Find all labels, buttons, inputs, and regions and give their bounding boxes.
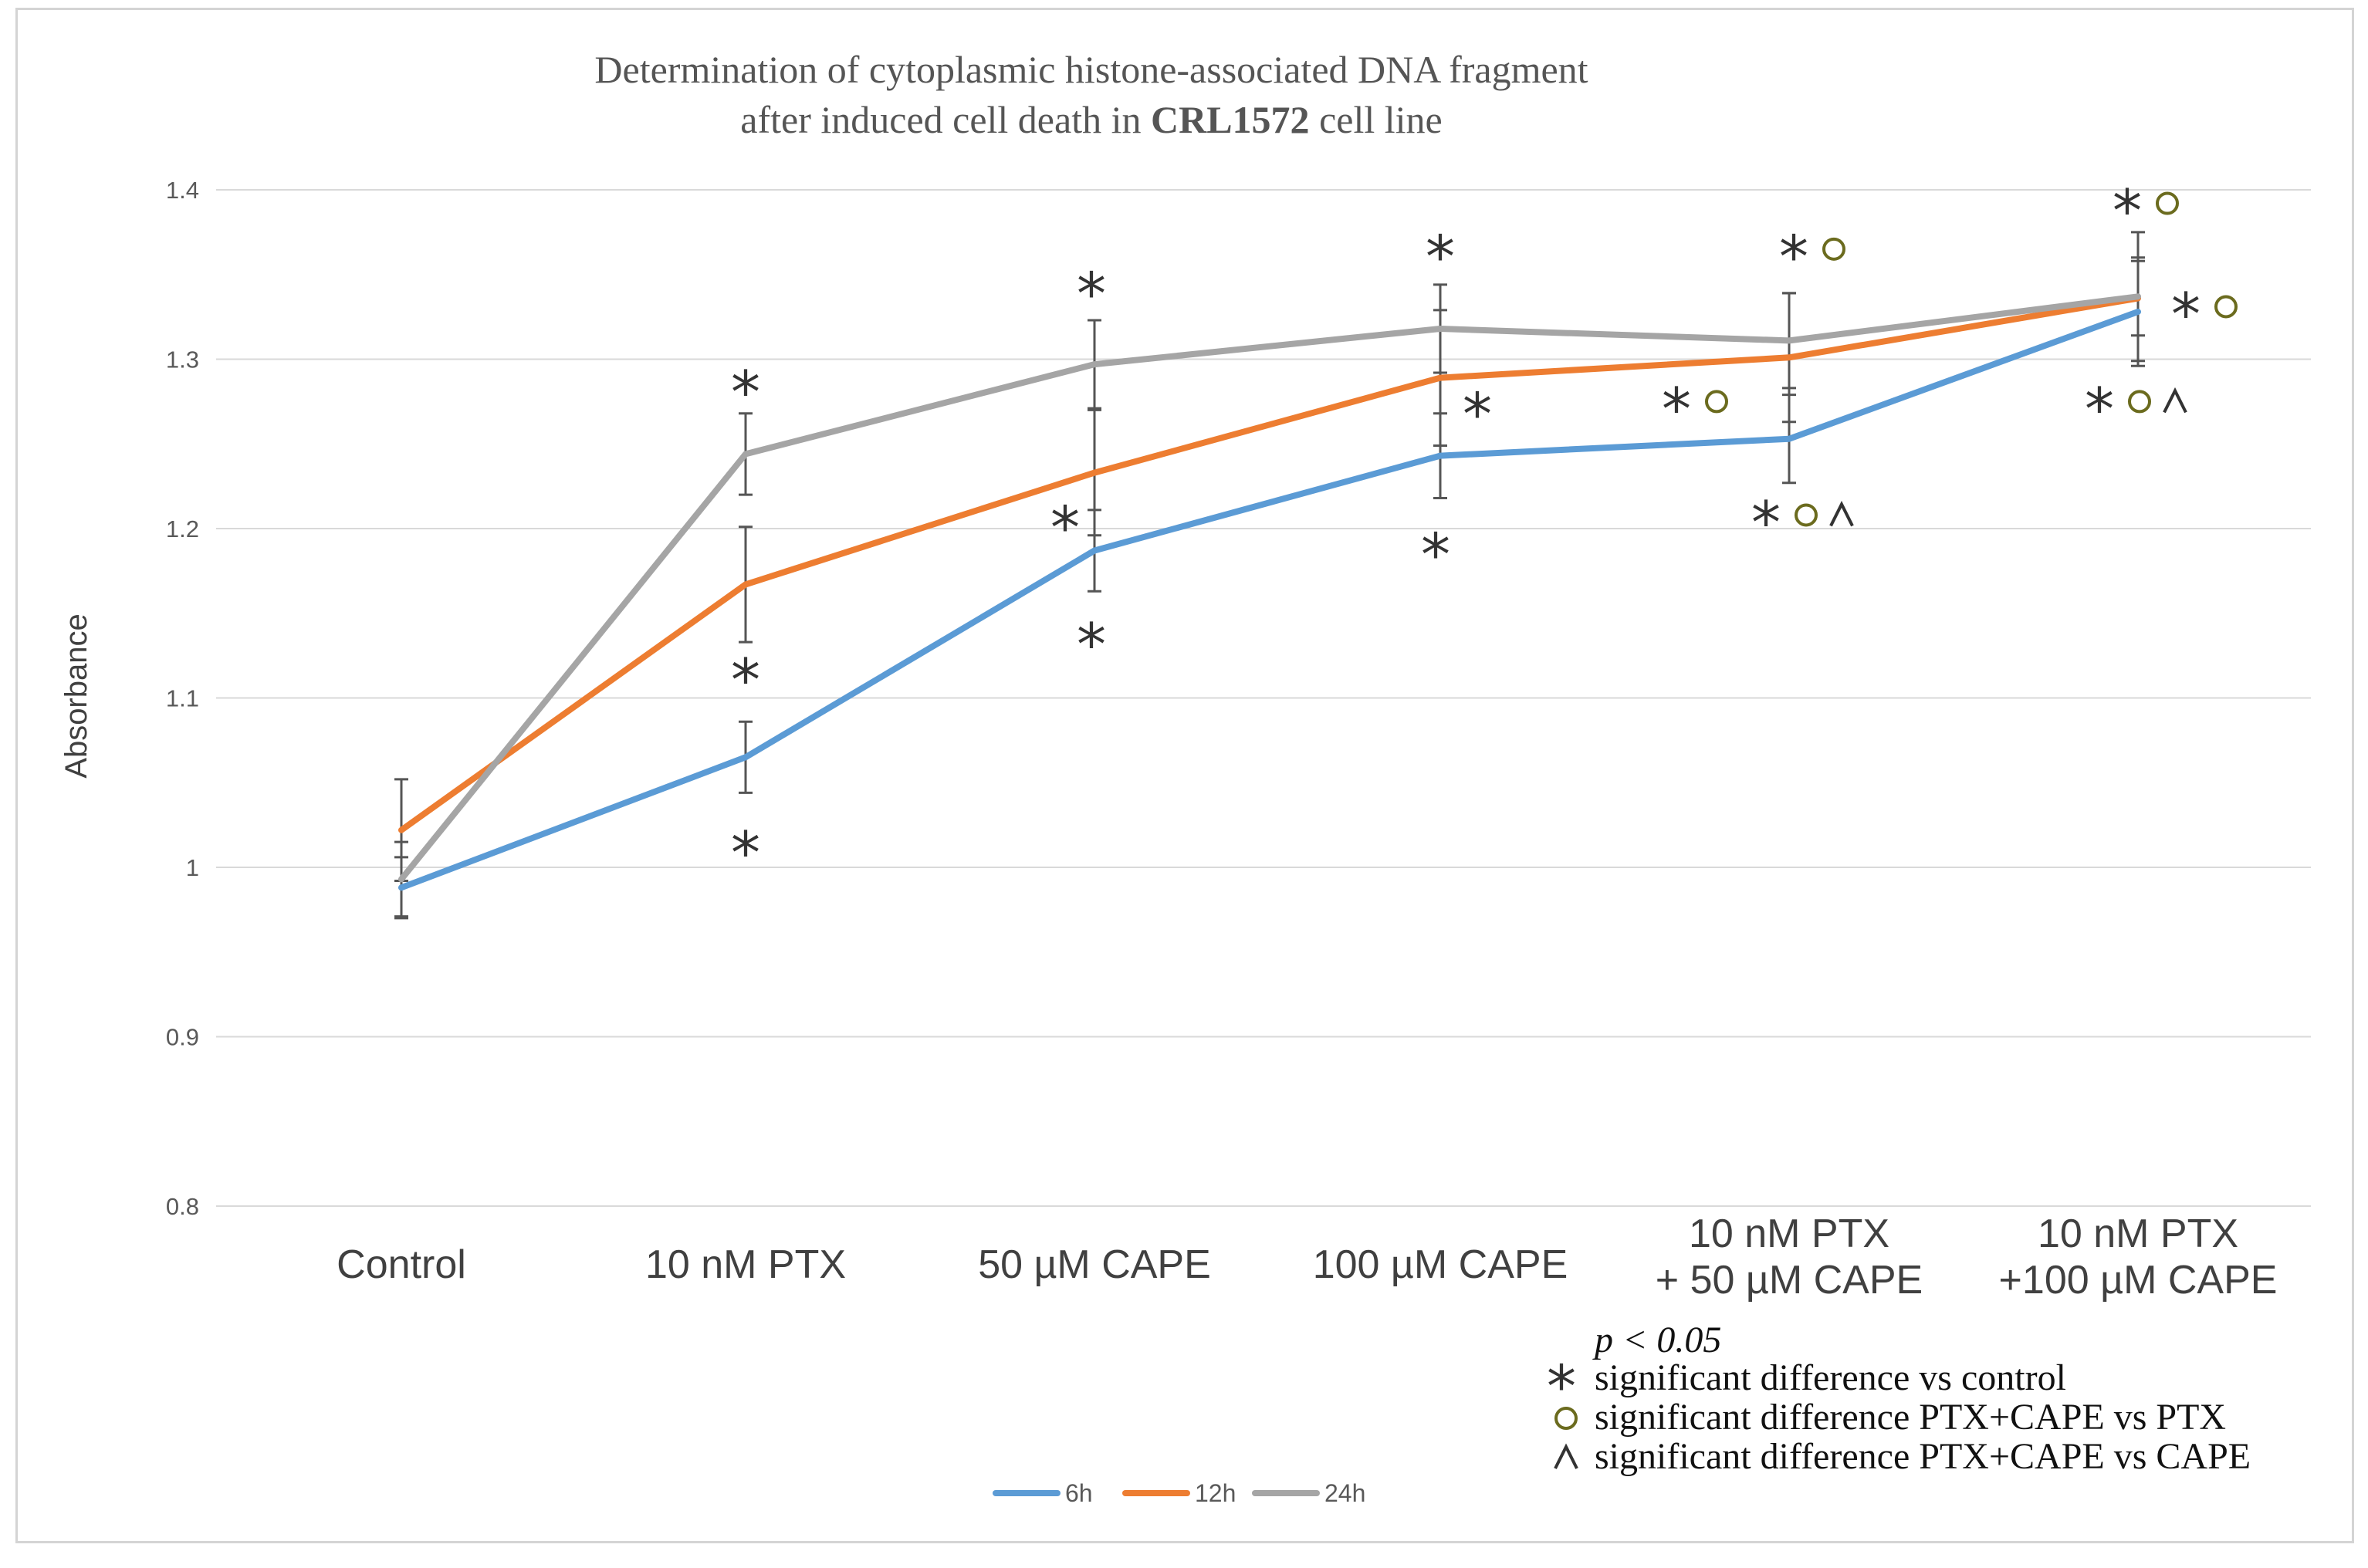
asterisk-symbol: * [2171, 279, 2201, 348]
significance-legend: p < 0.05* significant difference vs contr… [1547, 1320, 2251, 1477]
significance-annotation: * [1463, 380, 1492, 448]
asterisk-symbol: * [1426, 222, 1455, 291]
y-tick-label: 1.3 [166, 346, 199, 373]
significance-annotation: * [1426, 222, 1455, 291]
asterisk-symbol: * [731, 646, 760, 715]
sig-legend-text: significant difference PTX+CAPE vs PTX [1595, 1397, 2226, 1438]
chart-title-line2-pre: after induced cell death in [740, 98, 1151, 141]
y-tick-label: 1.2 [166, 515, 199, 542]
legend-item-6h: 6h [993, 1479, 1093, 1507]
significance-annotation: * [1662, 374, 1728, 443]
x-category-label: 10 nM PTX [2038, 1211, 2238, 1256]
caret-symbol [2163, 387, 2187, 414]
legend-label: 6h [1065, 1479, 1093, 1507]
circle-symbol [1795, 503, 1818, 527]
chart-title-line1: Determination of cytoplasmic histone-ass… [594, 48, 1588, 91]
x-category-label: 10 nM PTX [1689, 1211, 1889, 1256]
significance-annotations: * * * * * * * * * * * * * * * [731, 177, 2238, 887]
asterisk-symbol: * [1077, 259, 1106, 328]
x-category-label: 50 µM CAPE [978, 1242, 1211, 1287]
legend-item-24h: 24h [1252, 1479, 1365, 1507]
circle-symbol [1554, 1407, 1578, 1430]
sig-legend-text: significant difference PTX+CAPE vs CAPE [1595, 1436, 2251, 1477]
chart-title-cellline: CRL1572 [1151, 98, 1310, 141]
circle-symbol [1705, 390, 1728, 414]
legend-label: 12h [1195, 1479, 1236, 1507]
significance-annotation: * [731, 818, 760, 887]
chart-title-line2-post: cell line [1310, 98, 1443, 141]
series-line-24h [398, 293, 2141, 883]
x-category-label: 100 µM CAPE [1313, 1242, 1568, 1287]
y-tick-label: 0.8 [166, 1193, 199, 1220]
y-tick-label: 1.1 [166, 685, 199, 712]
y-tick-labels: 0.8 0.9 1 1.1 1.2 1.3 1.4 [166, 177, 199, 1220]
significance-annotation: * [731, 357, 760, 426]
series-line-12h [398, 295, 2141, 833]
significance-annotation: * [1077, 259, 1106, 328]
asterisk-symbol: * [731, 357, 760, 426]
x-category-labels: Control 10 nM PTX 50 µM CAPE 100 µM CAPE 10 … [337, 1211, 2277, 1303]
asterisk-symbol: * [1751, 488, 1781, 556]
y-tick-label: 1.4 [166, 177, 199, 204]
y-tick-label: 0.9 [166, 1024, 199, 1051]
caret-symbol [1829, 500, 1854, 527]
series-lines [398, 293, 2141, 891]
chart-title-line2: after induced cell death in CRL1572 cell… [740, 98, 1442, 141]
asterisk-symbol: * [1077, 610, 1106, 678]
sig-legend-text: significant difference vs control [1595, 1357, 2066, 1398]
legend-item-12h: 12h [1122, 1479, 1236, 1507]
asterisk-symbol: * [731, 818, 760, 887]
x-category-label: +100 µM CAPE [1999, 1258, 2278, 1303]
significance-annotation: * [1421, 520, 1450, 589]
error-bars [394, 231, 2145, 920]
y-axis-label: Absorbance [59, 613, 93, 778]
x-category-label: 10 nM PTX [645, 1242, 846, 1287]
significance-annotation: * [1751, 488, 1854, 556]
caret-symbol [1554, 1443, 1578, 1469]
asterisk-symbol: * [1662, 374, 1691, 443]
gridlines [216, 189, 2311, 1207]
asterisk-symbol: * [1050, 493, 1080, 562]
x-category-label: Control [337, 1242, 466, 1287]
p-value-text: p < 0.05 [1592, 1320, 1721, 1360]
significance-annotation: * [2085, 374, 2187, 443]
circle-symbol [1822, 237, 1845, 261]
chart-frame [15, 8, 2354, 1543]
circle-symbol [2214, 295, 2238, 319]
asterisk-symbol: * [1463, 380, 1492, 448]
circle-symbol [2156, 191, 2179, 215]
asterisk-symbol: * [1779, 222, 1808, 291]
significance-annotation: * [731, 646, 760, 715]
x-category-label: + 50 µM CAPE [1656, 1258, 1923, 1303]
significance-annotation: * [1050, 493, 1080, 562]
series-line-6h [398, 309, 2141, 891]
significance-annotation: * [2171, 279, 2238, 348]
series-legend: 6h 12h 24h [993, 1479, 1365, 1507]
y-tick-label: 1 [186, 854, 199, 881]
circle-symbol [2128, 390, 2151, 414]
legend-label: 24h [1324, 1479, 1365, 1507]
asterisk-symbol: * [2113, 177, 2142, 245]
significance-annotation: * [2113, 177, 2179, 245]
significance-annotation: * [1779, 222, 1845, 291]
significance-annotation: * [1077, 610, 1106, 678]
asterisk-symbol: * [2085, 374, 2114, 443]
asterisk-symbol: * [1421, 520, 1450, 589]
